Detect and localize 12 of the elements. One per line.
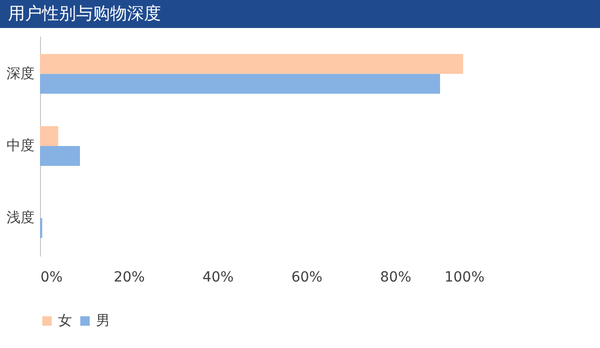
x-tick-label: 60% bbox=[291, 270, 322, 286]
y-tick-label: 深度 bbox=[6, 66, 34, 82]
legend-label: 女 bbox=[58, 313, 72, 329]
x-tick-label: 100% bbox=[444, 270, 484, 286]
chart-title: 用户性别与购物深度 bbox=[0, 0, 600, 28]
legend-label: 男 bbox=[96, 313, 110, 329]
x-tick-label: 20% bbox=[114, 270, 145, 286]
y-tick-label: 浅度 bbox=[6, 210, 34, 226]
x-tick-label: 0% bbox=[40, 270, 63, 286]
y-tick-label: 中度 bbox=[6, 138, 34, 154]
x-tick-label: 40% bbox=[202, 270, 234, 286]
x-tick-label: 80% bbox=[380, 270, 412, 286]
